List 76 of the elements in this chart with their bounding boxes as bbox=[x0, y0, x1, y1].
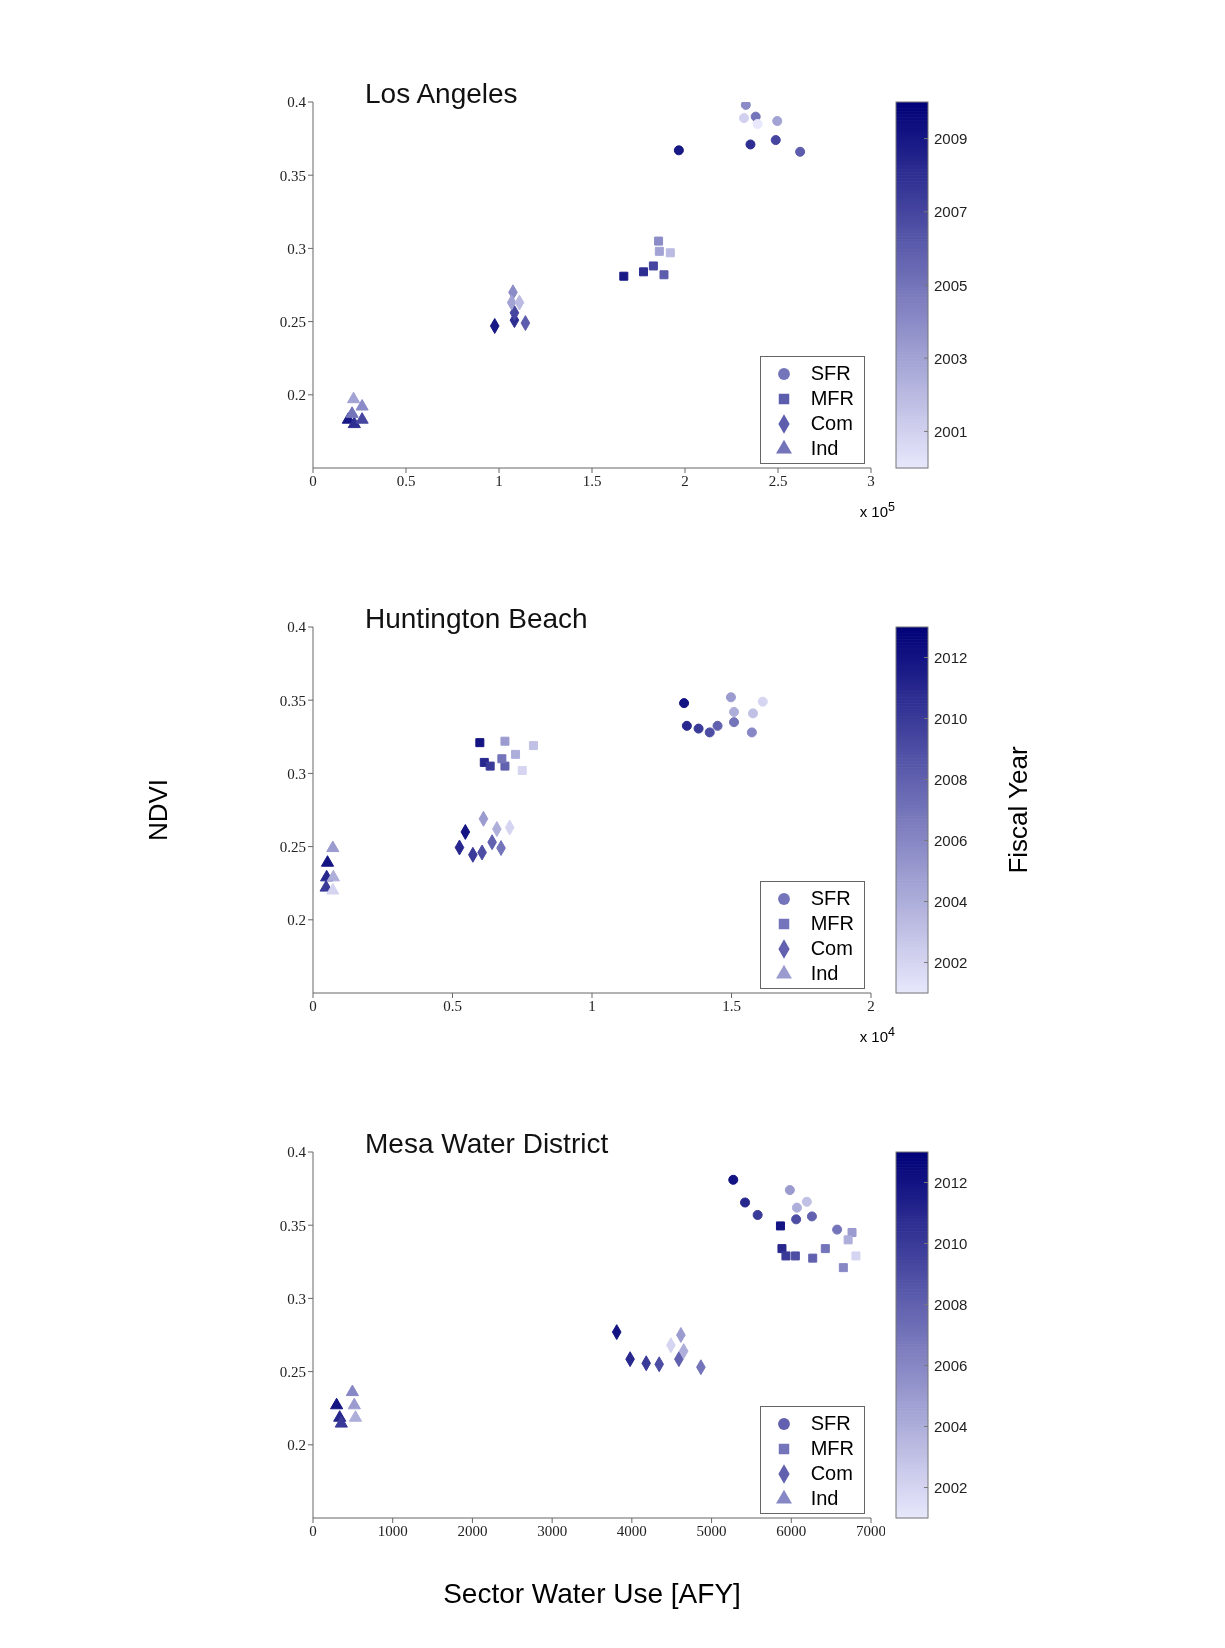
chart-title: Huntington Beach bbox=[365, 603, 588, 635]
x-tick-label: 0.5 bbox=[396, 472, 416, 489]
color-bar-title: Fiscal Year bbox=[1002, 746, 1034, 874]
color-bar-label: 2012 bbox=[934, 1174, 968, 1191]
chart-title: Mesa Water District bbox=[365, 1128, 609, 1160]
x-tick-label: 0.5 bbox=[443, 997, 462, 1014]
x-tick-label: 1 bbox=[495, 472, 503, 489]
point bbox=[738, 113, 749, 124]
y-tick-label: 0.35 bbox=[279, 1217, 306, 1234]
point bbox=[752, 118, 763, 129]
color-bar-label: 2009 bbox=[934, 130, 968, 148]
x-tick-label: 0 bbox=[309, 997, 317, 1014]
x-tick-label: 3000 bbox=[537, 1522, 568, 1539]
x-tick-label: 2 bbox=[867, 997, 875, 1014]
color-bar-label: 2006 bbox=[934, 832, 968, 849]
color-bar-label: 2004 bbox=[934, 893, 968, 910]
y-tick-label: 0.25 bbox=[279, 313, 306, 330]
x-tick-label: 1.5 bbox=[722, 997, 741, 1014]
color-bar-label: 2002 bbox=[934, 1479, 968, 1496]
legend-label: Ind bbox=[810, 437, 839, 460]
point bbox=[801, 1196, 812, 1207]
y-tick-label: 0.2 bbox=[287, 1437, 306, 1454]
text: x 10$^{5}$ bbox=[859, 500, 895, 520]
legend-label: Com bbox=[810, 1462, 853, 1485]
color-bar-label: 2008 bbox=[934, 1296, 968, 1313]
color-bar-label: 2001 bbox=[934, 422, 968, 440]
point bbox=[746, 727, 757, 738]
color-bar-label: 2004 bbox=[934, 1418, 968, 1435]
x-tick-label: 4000 bbox=[616, 1522, 647, 1539]
color-bar-label: 2006 bbox=[934, 1357, 968, 1374]
x-tick-label: 2.5 bbox=[768, 472, 788, 489]
x-tick-label: 1 bbox=[588, 997, 596, 1014]
text: x 10$^{4}$ bbox=[859, 1025, 895, 1045]
x-tick-label: 6000 bbox=[776, 1522, 807, 1539]
x-axis-title: Sector Water Use [AFY] bbox=[443, 1578, 741, 1610]
legend-label: Ind bbox=[810, 1487, 839, 1510]
color-bar-label: 2002 bbox=[934, 954, 968, 971]
y-axis-title: NDVI bbox=[142, 778, 174, 842]
chart-title: Los Angeles bbox=[365, 78, 518, 110]
x-tick-label: 1.5 bbox=[582, 472, 602, 489]
legend-label: MFR bbox=[810, 1437, 854, 1460]
y-tick-label: 0.2 bbox=[287, 912, 306, 929]
x-tick-label: 0 bbox=[309, 472, 317, 489]
color-bar-label: 2007 bbox=[934, 203, 968, 221]
y-tick-label: 0.4 bbox=[287, 94, 307, 111]
legend-label: SFR bbox=[810, 362, 851, 385]
y-tick-label: 0.3 bbox=[287, 765, 306, 782]
color-bar-label: 2010 bbox=[934, 710, 968, 727]
color-bar-label: 2008 bbox=[934, 771, 968, 788]
y-tick-label: 0.35 bbox=[279, 167, 306, 184]
x-tick-label: 3 bbox=[867, 472, 875, 489]
color-bar-label: 2012 bbox=[934, 649, 968, 666]
legend-label: Ind bbox=[810, 962, 839, 985]
legend-label: SFR bbox=[810, 1412, 851, 1435]
y-tick-label: 0.3 bbox=[287, 240, 306, 257]
x-tick-label: 0 bbox=[309, 1522, 317, 1539]
legend-label: SFR bbox=[810, 887, 851, 910]
y-tick-label: 0.4 bbox=[287, 619, 307, 636]
x-tick-label: 7000 bbox=[856, 1522, 886, 1539]
color-bar-label: 2005 bbox=[934, 276, 968, 294]
legend-label: Com bbox=[810, 937, 853, 960]
y-tick-label: 0.3 bbox=[287, 1290, 306, 1307]
legend-label: MFR bbox=[810, 912, 854, 935]
legend-label: MFR bbox=[810, 387, 854, 410]
color-bar-label: 2003 bbox=[934, 349, 968, 367]
x-tick-label: 1000 bbox=[377, 1522, 408, 1539]
color-bar-label: 2010 bbox=[934, 1235, 968, 1252]
y-tick-label: 0.4 bbox=[287, 1144, 307, 1161]
y-tick-label: 0.2 bbox=[287, 387, 306, 404]
x-tick-label: 2000 bbox=[457, 1522, 488, 1539]
x-tick-label: 2 bbox=[681, 472, 689, 489]
y-tick-label: 0.25 bbox=[279, 838, 306, 855]
y-tick-label: 0.35 bbox=[279, 692, 306, 709]
legend-label: Com bbox=[810, 412, 853, 435]
x-tick-label: 5000 bbox=[696, 1522, 727, 1539]
y-tick-label: 0.25 bbox=[279, 1363, 306, 1380]
